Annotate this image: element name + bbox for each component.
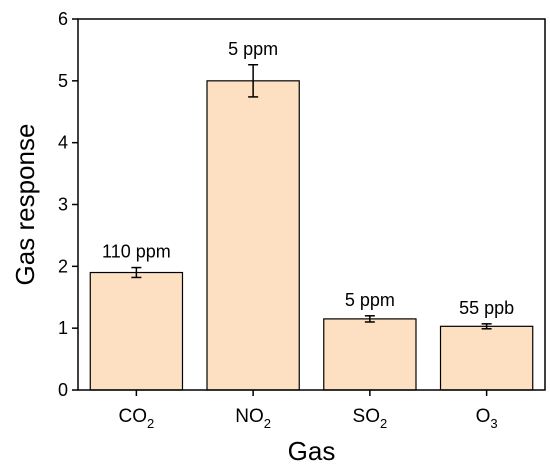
x-tick-label: NO2 — [235, 406, 271, 431]
x-tick-label: O3 — [476, 406, 498, 431]
bar — [439, 325, 534, 391]
x-tick-label: SO2 — [353, 406, 388, 431]
bar — [89, 271, 184, 391]
bar-data-label: 55 ppb — [459, 298, 514, 318]
y-tick-label: 6 — [58, 9, 68, 29]
error-bar — [131, 266, 142, 279]
x-tick-label: CO2 — [119, 406, 155, 431]
y-axis-ticks: 0 1 2 3 4 5 6 — [58, 9, 78, 400]
bar-labels-group: 110 ppm 5 ppm 5 ppm 55 ppb — [102, 39, 514, 318]
bars-group — [89, 80, 534, 391]
y-tick-label: 4 — [58, 133, 68, 153]
y-tick-label: 1 — [58, 318, 68, 338]
bar-data-label: 5 ppm — [345, 290, 395, 310]
bar — [323, 318, 417, 391]
y-tick-label: 2 — [58, 256, 68, 276]
x-axis-title: Gas — [288, 436, 336, 466]
error-bar — [248, 64, 259, 98]
y-axis-title: Gas response — [10, 124, 40, 286]
bar-data-label: 110 ppm — [102, 242, 171, 262]
bar — [206, 80, 300, 391]
error-bars-group — [131, 64, 492, 330]
y-tick-label: 0 — [58, 380, 68, 400]
x-axis-ticks: CO2 NO2 SO2 O3 — [119, 390, 498, 431]
error-bar — [364, 315, 375, 323]
error-bar — [481, 323, 492, 330]
y-tick-label: 3 — [58, 195, 68, 215]
bar-data-label: 5 ppm — [228, 39, 278, 59]
y-tick-label: 5 — [58, 71, 68, 91]
